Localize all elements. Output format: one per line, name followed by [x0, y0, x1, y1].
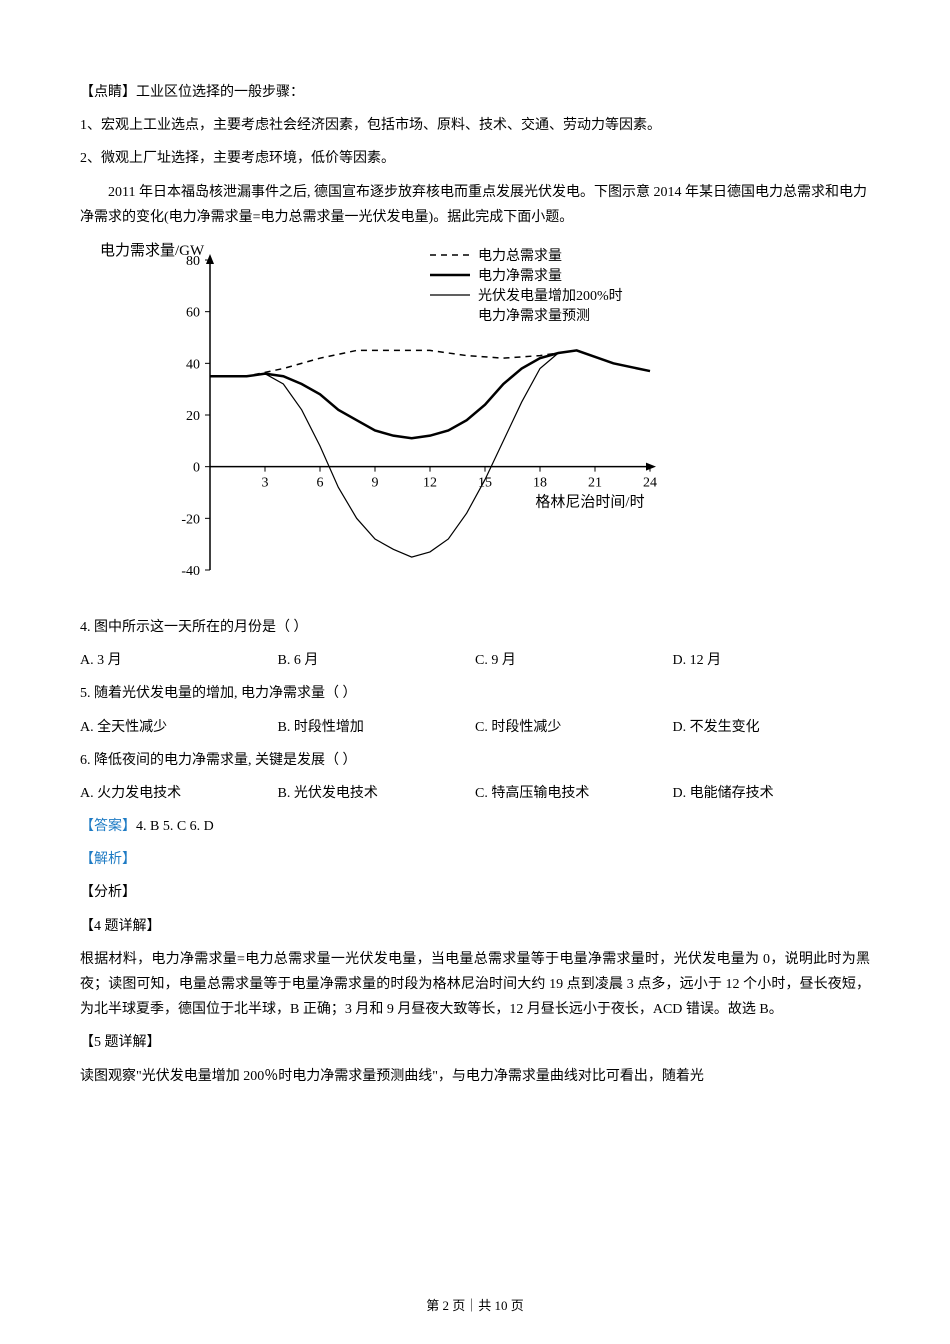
tip-label: 【点睛】: [80, 85, 136, 100]
svg-text:80: 80: [186, 254, 200, 269]
svg-text:6: 6: [317, 476, 324, 491]
svg-text:格林尼治时间/时: 格林尼治时间/时: [535, 494, 644, 511]
svg-text:电力总需求量: 电力总需求量: [478, 248, 562, 264]
q5-option-b: B. 时段性增加: [278, 715, 476, 740]
q6-option-b: B. 光伏发电技术: [278, 781, 476, 806]
analysis-label: 【解析】: [80, 847, 870, 872]
q5-detail-label: 【5 题详解】: [80, 1030, 870, 1055]
q5-options: A. 全天性减少 B. 时段性增加 C. 时段性减少 D. 不发生变化: [80, 715, 870, 740]
question-5: 5. 随着光伏发电量的增加, 电力净需求量（ ）: [80, 681, 870, 706]
svg-text:-20: -20: [181, 512, 200, 527]
svg-text:电力净需求量预测: 电力净需求量预测: [478, 308, 590, 324]
svg-text:40: 40: [186, 357, 200, 372]
q5-option-d: D. 不发生变化: [673, 715, 871, 740]
svg-text:24: 24: [643, 476, 657, 491]
tip-line1: 1、宏观上工业选点，主要考虑社会经济因素，包括市场、原料、技术、交通、劳动力等因…: [80, 113, 870, 138]
q4-detail: 根据材料，电力净需求量=电力总需求量一光伏发电量，当电量总需求量等于电量净需求量…: [80, 947, 870, 1023]
q4-options: A. 3 月 B. 6 月 C. 9 月 D. 12 月: [80, 648, 870, 673]
q6-option-c: C. 特高压输电技术: [475, 781, 673, 806]
q6-option-a: A. 火力发电技术: [80, 781, 278, 806]
tip-content: 工业区位选择的一般步骤：: [136, 85, 304, 100]
page-footer: 第 2 页｜共 10 页: [0, 1295, 950, 1314]
q4-option-a: A. 3 月: [80, 648, 278, 673]
svg-text:12: 12: [423, 476, 437, 491]
q6-option-d: D. 电能储存技术: [673, 781, 871, 806]
q4-option-c: C. 9 月: [475, 648, 673, 673]
svg-text:9: 9: [372, 476, 379, 491]
tip-line: 【点睛】工业区位选择的一般步骤：: [80, 80, 870, 105]
svg-text:20: 20: [186, 409, 200, 424]
q6-options: A. 火力发电技术 B. 光伏发电技术 C. 特高压输电技术 D. 电能储存技术: [80, 781, 870, 806]
svg-text:21: 21: [588, 476, 602, 491]
q5-option-a: A. 全天性减少: [80, 715, 278, 740]
svg-text:60: 60: [186, 306, 200, 321]
q4-option-b: B. 6 月: [278, 648, 476, 673]
q4-detail-label: 【4 题详解】: [80, 914, 870, 939]
q4-option-d: D. 12 月: [673, 648, 871, 673]
question-4: 4. 图中所示这一天所在的月份是（ ）: [80, 615, 870, 640]
tip-line2: 2、微观上厂址选择，主要考虑环境，低价等因素。: [80, 146, 870, 171]
q5-detail: 读图观察"光伏发电量增加 200％时电力净需求量预测曲线"，与电力净需求量曲线对…: [80, 1064, 870, 1089]
question-6: 6. 降低夜间的电力净需求量, 关键是发展（ ）: [80, 748, 870, 773]
q5-option-c: C. 时段性减少: [475, 715, 673, 740]
fenxi: 【分析】: [80, 880, 870, 905]
answer-line: 【答案】4. B 5. C 6. D: [80, 814, 870, 839]
svg-text:-40: -40: [181, 564, 200, 579]
svg-text:3: 3: [262, 476, 269, 491]
svg-text:0: 0: [193, 461, 200, 476]
svg-text:18: 18: [533, 476, 547, 491]
power-demand-chart: 电力需求量/GW-40-200204060803691215182124格林尼治…: [100, 240, 660, 605]
answer-content: 4. B 5. C 6. D: [136, 819, 214, 834]
svg-text:电力净需求量: 电力净需求量: [478, 268, 562, 284]
answer-label: 【答案】: [80, 819, 136, 834]
chart-svg: 电力需求量/GW-40-200204060803691215182124格林尼治…: [100, 240, 660, 600]
passage: 2011 年日本福岛核泄漏事件之后, 德国宣布逐步放弃核电而重点发展光伏发电。下…: [80, 180, 870, 230]
svg-text:光伏发电量增加200%时: 光伏发电量增加200%时: [478, 288, 623, 304]
